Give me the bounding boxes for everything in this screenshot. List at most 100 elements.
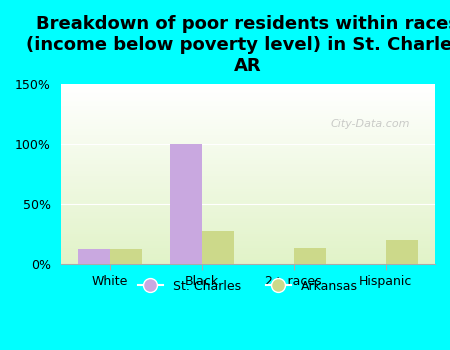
Bar [61,216,435,218]
Bar [61,196,435,198]
Bar [61,180,435,182]
Bar [61,234,435,236]
Bar [61,84,435,86]
Bar [61,221,435,223]
Bar [61,99,435,101]
Bar [61,122,435,124]
Legend: St. Charles, Arkansas: St. Charles, Arkansas [133,275,363,298]
Bar [61,241,435,243]
Bar [61,167,435,169]
Bar [61,245,435,246]
Bar [61,174,435,176]
Bar [61,191,435,192]
Bar [61,202,435,203]
Bar [61,227,435,229]
Bar [61,95,435,97]
Bar [61,236,435,237]
Bar [61,173,435,174]
Bar [61,259,435,261]
Bar [61,139,435,140]
Bar [61,133,435,135]
Bar [61,199,435,202]
Bar [61,229,435,230]
Bar [61,104,435,106]
Bar [61,193,435,194]
Bar [61,230,435,232]
Bar [61,112,435,113]
Bar [61,214,435,216]
Bar [61,212,435,214]
Bar [61,187,435,189]
Bar [61,155,435,156]
Bar [61,142,435,144]
Bar [61,164,435,166]
Bar [61,256,435,257]
Bar [61,151,435,153]
Bar [61,90,435,92]
Bar [61,146,435,147]
Bar [61,119,435,120]
Bar [61,257,435,259]
Bar [61,176,435,178]
Bar [61,131,435,133]
Bar [61,232,435,234]
Bar [61,147,435,149]
Bar [61,218,435,219]
Bar [61,140,435,142]
Bar [61,198,435,199]
Bar [61,248,435,250]
Bar [61,160,435,162]
Bar [61,108,435,110]
Bar [61,171,435,173]
Bar [61,158,435,160]
Bar [61,254,435,256]
Bar [61,93,435,95]
Bar [61,120,435,122]
Bar [61,252,435,254]
Bar [61,86,435,88]
Title: Breakdown of poor residents within races
(income below poverty level) in St. Cha: Breakdown of poor residents within races… [26,15,450,75]
Bar [61,130,435,131]
Bar [61,194,435,196]
Bar [61,128,435,130]
Bar [61,246,435,248]
Bar [61,223,435,225]
Bar [294,248,326,265]
Bar [61,207,435,209]
Bar [61,189,435,191]
Bar [61,225,435,227]
Bar [61,239,435,241]
Bar [77,249,110,265]
Bar [61,262,435,265]
Bar [61,156,435,158]
Bar [61,178,435,180]
Bar [61,126,435,128]
Bar [61,209,435,210]
Bar [61,103,435,104]
Bar [61,203,435,205]
Bar [61,97,435,99]
Bar [61,166,435,167]
Bar [61,149,435,151]
Bar [61,101,435,103]
Bar [61,115,435,117]
Text: City-Data.com: City-Data.com [330,119,410,129]
Bar [61,106,435,108]
Bar [202,231,234,265]
Bar [61,182,435,183]
Bar [61,185,435,187]
Bar [61,88,435,90]
Bar [61,205,435,207]
Bar [61,113,435,115]
Bar [61,243,435,245]
Bar [110,249,142,265]
Bar [61,110,435,112]
Bar [61,135,435,137]
Bar [61,183,435,185]
Bar [61,250,435,252]
Bar [61,162,435,164]
Bar [61,210,435,212]
Bar [61,144,435,146]
Bar [386,240,418,265]
Bar [61,261,435,262]
